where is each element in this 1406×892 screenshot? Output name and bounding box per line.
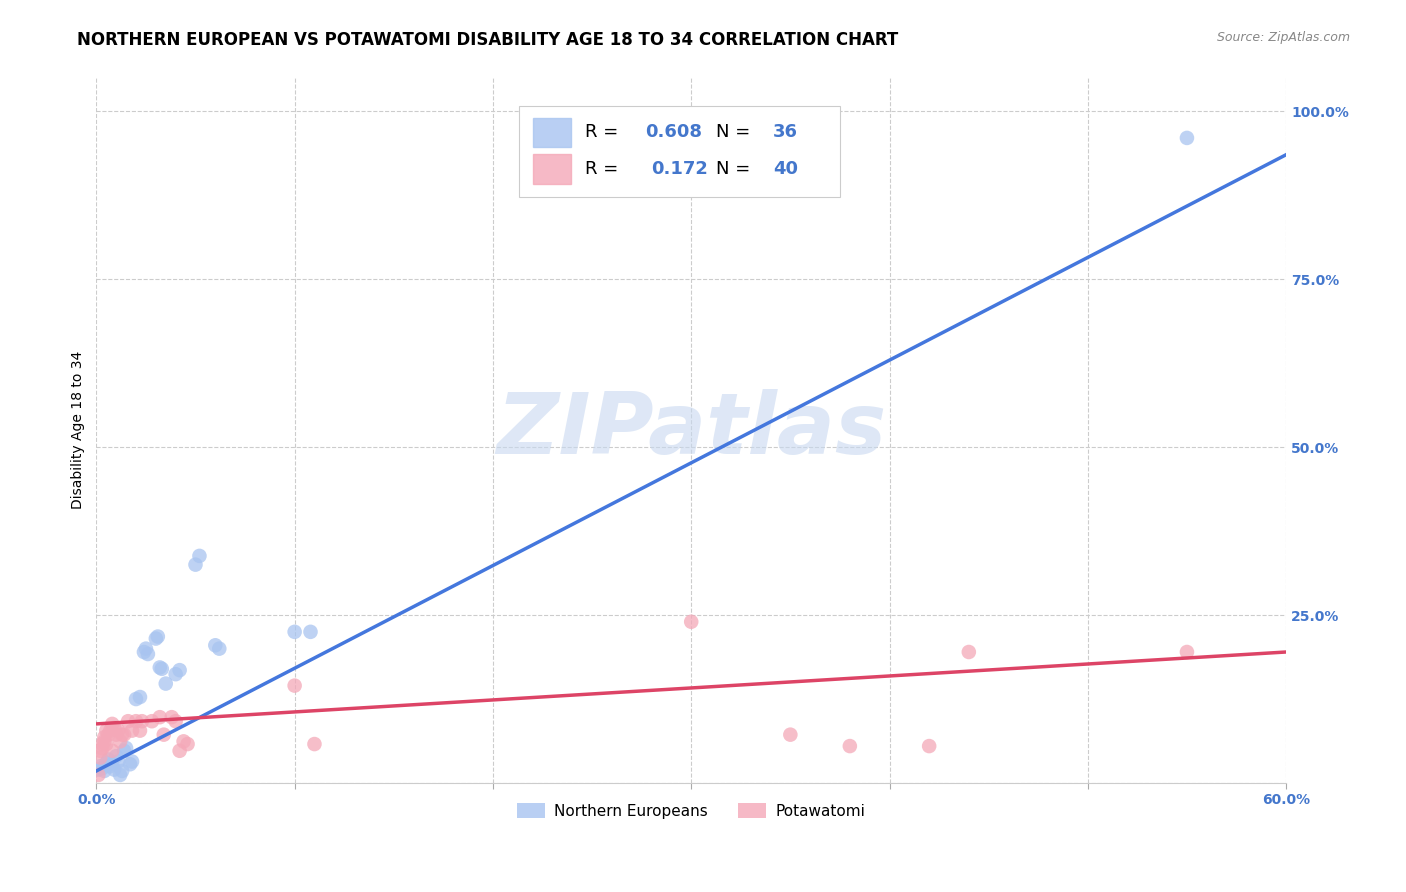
Point [957,645,980,659]
Point [101,744,124,758]
Point [779,728,801,742]
Point [169,663,191,677]
Point [98,759,121,773]
Point [204,638,226,652]
FancyBboxPatch shape [533,118,571,147]
Point [169,744,191,758]
Point [188,549,211,563]
Point [89,750,111,764]
Point [152,728,174,742]
Point [103,763,125,777]
Point [117,714,139,729]
Point [165,714,187,729]
Point [112,728,135,742]
Text: N =: N = [716,161,756,178]
Point [132,645,155,659]
Point [96,723,118,738]
Point [1175,645,1198,659]
Point [96,756,118,770]
Point [112,744,135,758]
Point [91,737,114,751]
Point [208,641,231,656]
Point [299,624,322,639]
Point [121,723,143,738]
Text: R =: R = [585,161,630,178]
Point [107,723,129,738]
FancyBboxPatch shape [533,154,571,184]
Point [108,768,131,782]
Point [149,710,172,724]
Point [97,728,120,742]
Y-axis label: Disability Age 18 to 34: Disability Age 18 to 34 [72,351,86,509]
Point [136,647,159,661]
Text: 0.608: 0.608 [645,123,702,142]
Point [1175,131,1198,145]
Point [129,723,152,738]
Point [101,717,124,731]
Point [87,768,110,782]
Point [141,714,163,729]
Point [93,764,115,778]
Point [98,723,121,738]
Point [184,558,207,572]
Point [105,728,128,742]
Point [93,731,115,745]
Point [89,759,111,773]
Point [97,752,120,766]
Point [176,737,198,751]
Text: ZIPatlas: ZIPatlas [496,389,886,472]
Point [838,739,860,753]
Point [150,662,173,676]
Text: 40: 40 [773,161,799,178]
Point [131,714,153,729]
Point [304,737,326,751]
Point [125,714,148,729]
Text: 0.172: 0.172 [651,161,707,178]
Point [111,764,134,778]
Point [107,755,129,769]
Point [146,630,169,644]
Point [108,734,131,748]
Point [105,749,128,764]
Point [284,624,307,639]
Legend: Northern Europeans, Potawatomi: Northern Europeans, Potawatomi [512,797,872,825]
Point [115,741,138,756]
Point [160,710,183,724]
Point [145,632,167,646]
Point [681,615,703,629]
Text: R =: R = [585,123,624,142]
Text: Source: ZipAtlas.com: Source: ZipAtlas.com [1216,31,1350,45]
Point [89,744,111,758]
Text: N =: N = [716,123,756,142]
FancyBboxPatch shape [519,105,839,197]
Text: NORTHERN EUROPEAN VS POTAWATOMI DISABILITY AGE 18 TO 34 CORRELATION CHART: NORTHERN EUROPEAN VS POTAWATOMI DISABILI… [77,31,898,49]
Point [91,741,114,756]
Text: 36: 36 [773,123,799,142]
Point [284,679,307,693]
Point [149,660,172,674]
Point [101,757,124,772]
Point [93,734,115,748]
Point [173,734,195,748]
Point [155,676,177,690]
Point [918,739,941,753]
Point [135,641,157,656]
Point [87,763,110,777]
Point [120,757,142,772]
Point [129,690,152,704]
Point [103,721,125,735]
Point [96,737,118,751]
Point [121,755,143,769]
Point [165,667,187,681]
Point [91,761,114,775]
Point [125,692,148,706]
Point [111,728,134,742]
